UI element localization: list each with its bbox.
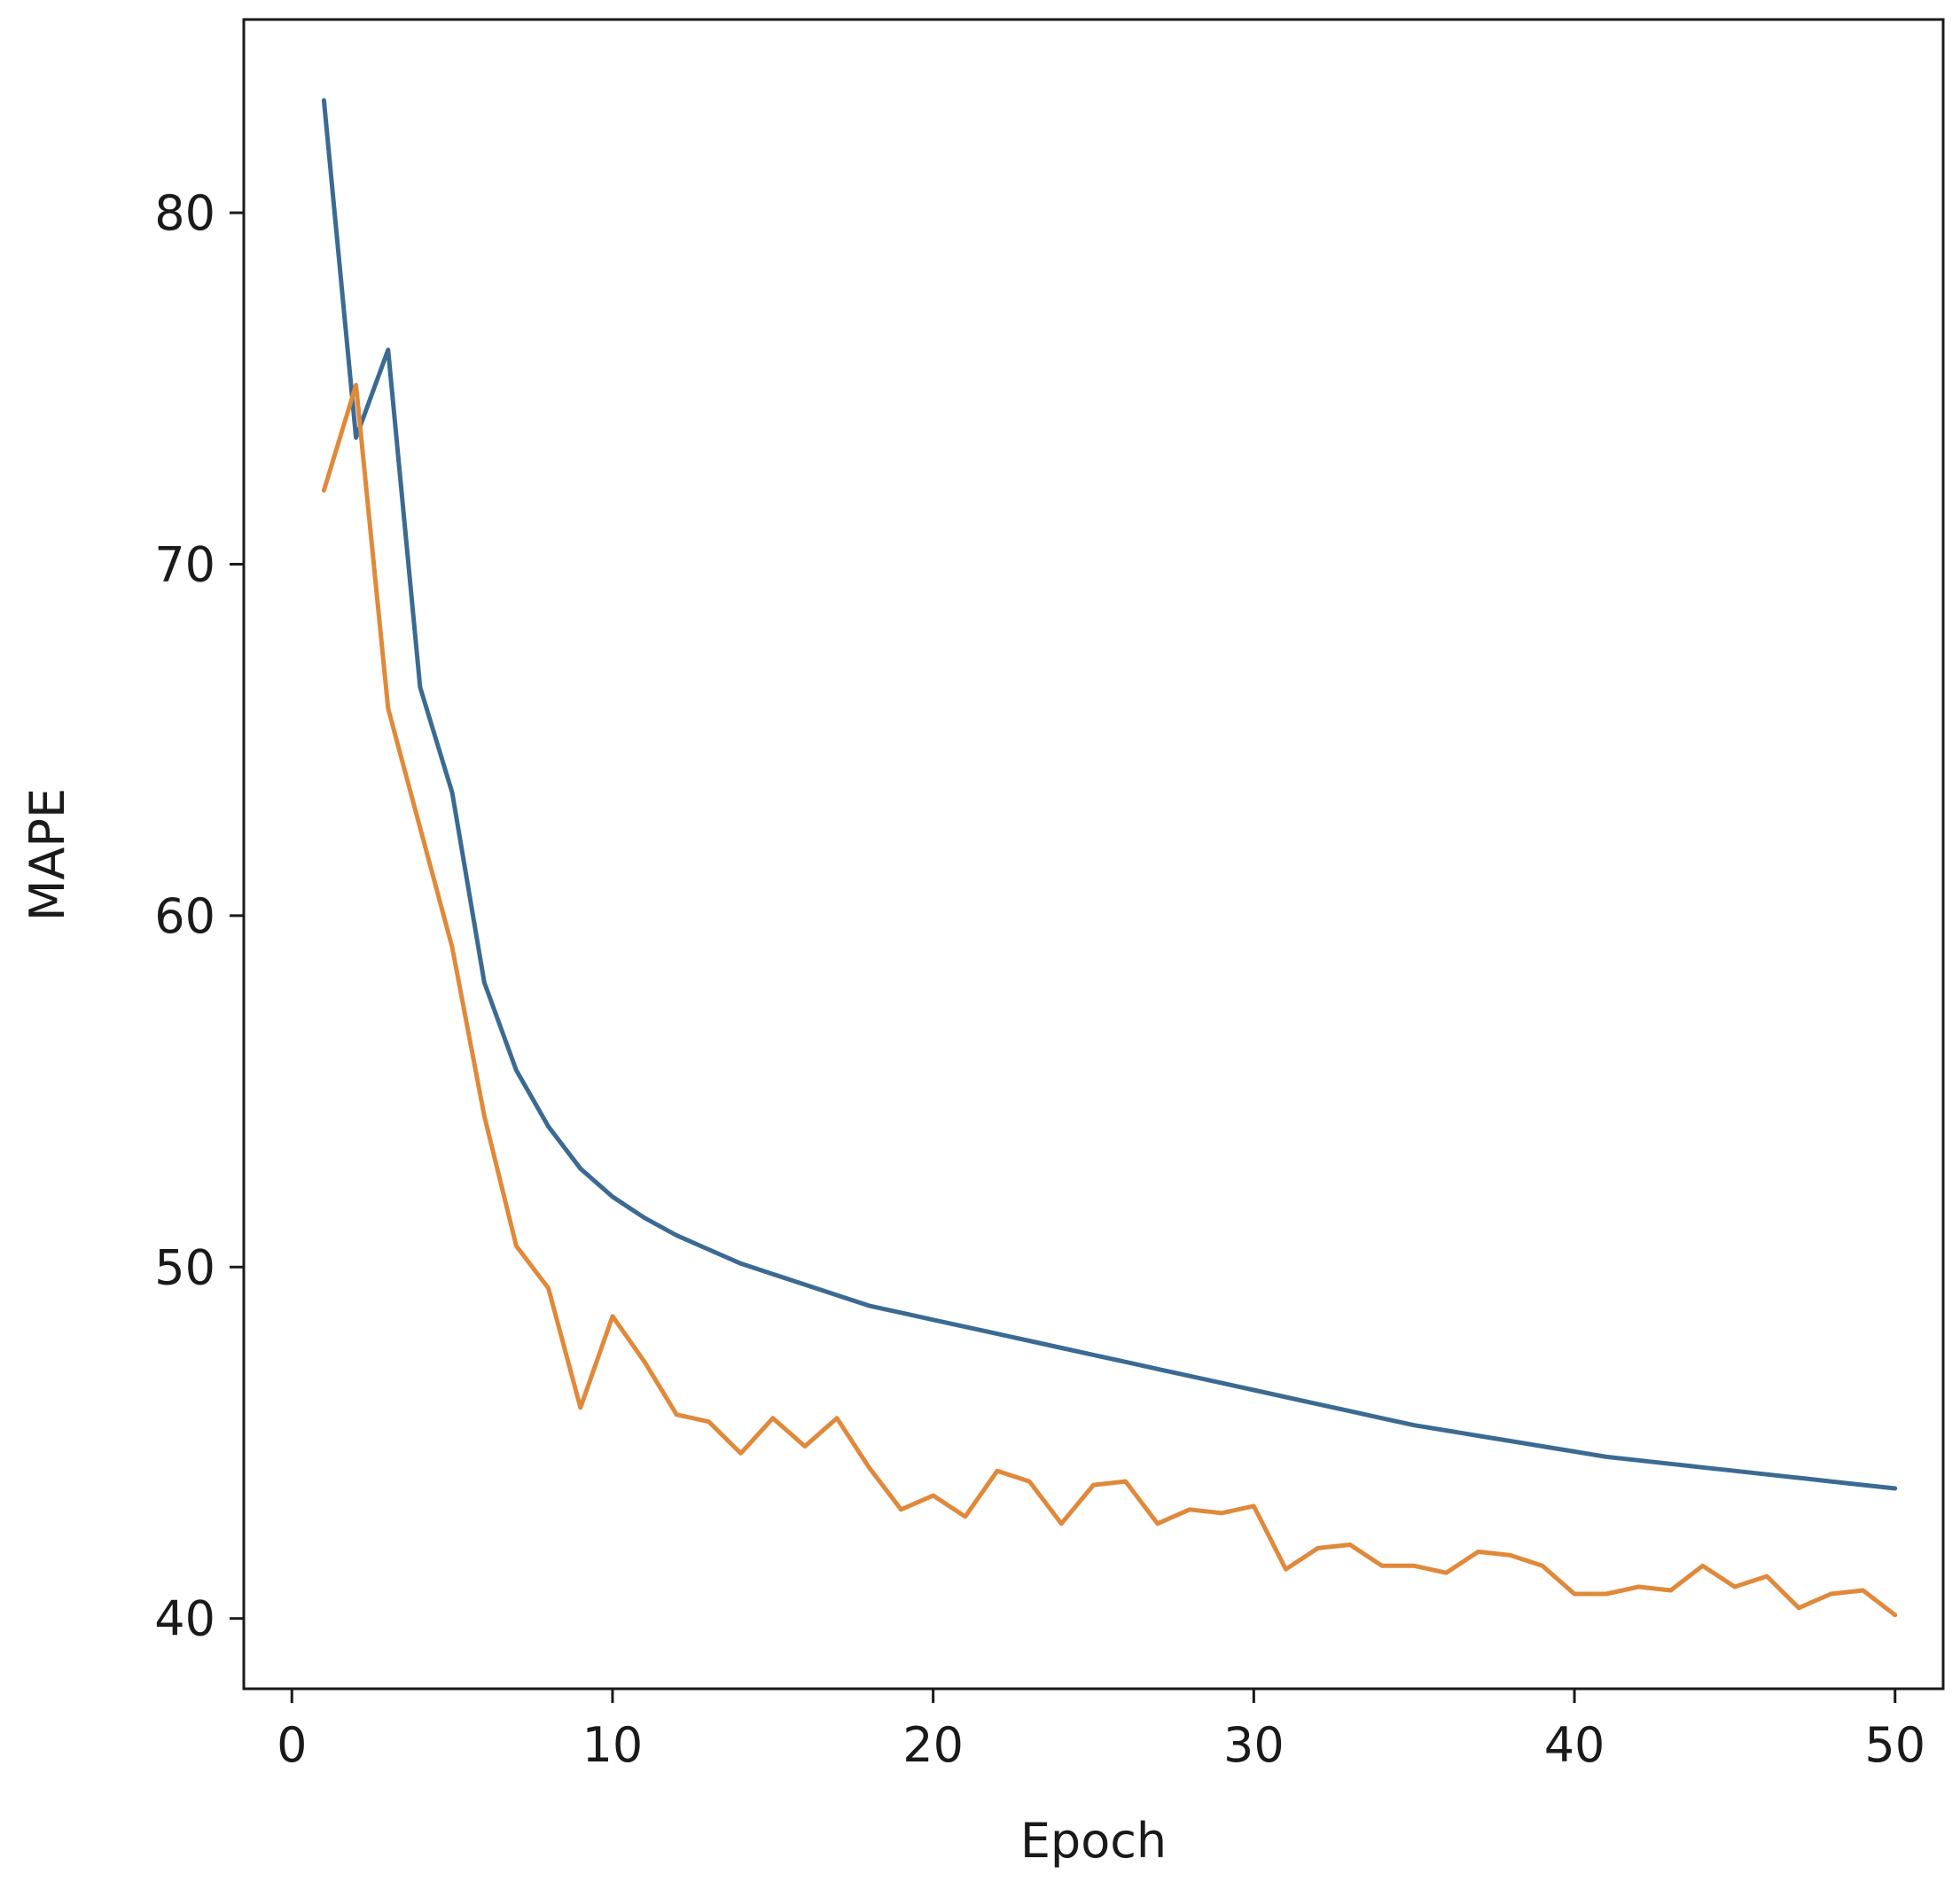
x-axis-label: Epoch — [1020, 1813, 1167, 1869]
series-lines — [321, 98, 1898, 1618]
x-tick-label: 20 — [902, 1717, 964, 1773]
y-axis-label: MAPE — [20, 788, 75, 921]
x-tick-label: 0 — [277, 1717, 307, 1773]
plot-area-frame — [242, 18, 1945, 1691]
y-tick-label: 70 — [154, 536, 215, 592]
x-tick-label: 50 — [1864, 1717, 1925, 1773]
y-tick-label: 50 — [154, 1239, 215, 1295]
axis-ticks: 0 10 20 30 40 50 40 50 60 70 80 — [154, 185, 1925, 1773]
y-tick-label: 60 — [154, 888, 215, 944]
y-tick-label: 80 — [154, 185, 215, 241]
y-tick-label: 40 — [154, 1591, 215, 1647]
x-tick-label: 40 — [1544, 1717, 1605, 1773]
series-line-1 — [321, 98, 1898, 1491]
x-tick-label: 30 — [1223, 1717, 1285, 1773]
x-tick-label: 10 — [582, 1717, 644, 1773]
series-line-2 — [321, 382, 1898, 1618]
